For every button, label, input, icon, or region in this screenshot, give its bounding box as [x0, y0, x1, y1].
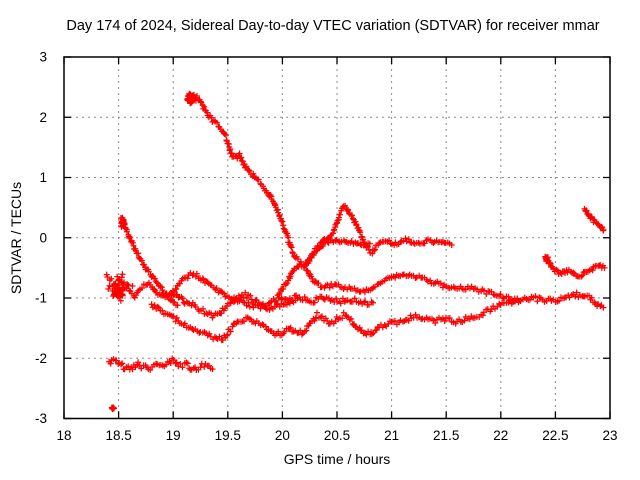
- scatter-markers: [103, 90, 608, 413]
- series-right-mid-arc: [542, 253, 608, 280]
- x-tick-label: 21.5: [433, 428, 459, 443]
- plot-border: [63, 56, 611, 420]
- series-deep-dip-strand: [148, 289, 607, 344]
- blob-streak-top-knot: [118, 214, 128, 230]
- series-under-peak-strand: [304, 236, 373, 267]
- blob-cluster-core-18.5: [110, 271, 127, 304]
- y-tick-label: 3: [39, 50, 47, 65]
- y-tick-label: 1: [39, 170, 47, 185]
- y-axis-label: SDTVAR / TECUs: [8, 182, 24, 294]
- y-tick-label: -3: [35, 411, 47, 426]
- y-tick-label: 0: [39, 230, 47, 245]
- series-right-top-arc: [581, 205, 607, 234]
- y-tick-label: -2: [35, 351, 47, 366]
- x-tick-label: 20: [275, 428, 290, 443]
- x-axis-label: GPS time / hours: [284, 451, 391, 467]
- series-bump-strand-19.2: [167, 270, 299, 313]
- x-tick-label: 20.5: [324, 428, 350, 443]
- x-tick-label: 22.5: [542, 428, 568, 443]
- x-tick-label: 22: [493, 428, 508, 443]
- x-tick-label: 23: [602, 428, 617, 443]
- series-wavy-minus2: [106, 355, 216, 373]
- tick-labels: 18 18.5 19 19.5 20 20.5 21 21.5 22 22.5 233210-1-2…: [35, 50, 618, 444]
- blob-arc-start-knot: [184, 91, 199, 107]
- blob-right-arc-knot: [542, 254, 551, 264]
- blob-outlier-minus2.85: [108, 404, 117, 413]
- x-tick-label: 19.5: [215, 428, 241, 443]
- series-high-descent-arc: [184, 90, 524, 306]
- x-tick-label: 19: [166, 428, 181, 443]
- y-tick-label: 2: [39, 110, 47, 125]
- x-tick-label: 18: [56, 428, 71, 443]
- y-tick-label: -1: [35, 291, 47, 306]
- x-tick-label: 18.5: [105, 428, 131, 443]
- chart-title: Day 174 of 2024, Sidereal Day-to-day VTE…: [66, 18, 599, 34]
- x-tick-label: 21: [384, 428, 399, 443]
